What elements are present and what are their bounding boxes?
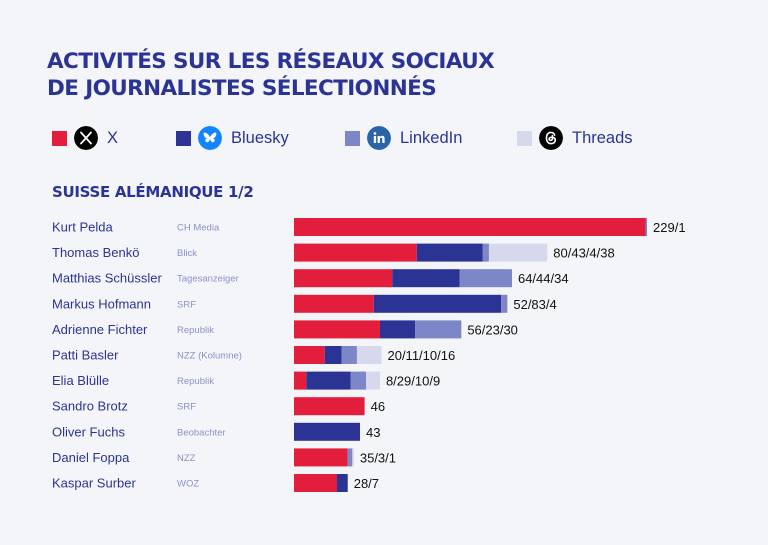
legend-swatch-threads xyxy=(517,130,532,146)
outlet-label: Republik xyxy=(177,376,214,387)
chart-title-line-2: DE JOURNALISTES SÉLECTIONNÉS xyxy=(47,76,437,101)
linkedin-icon xyxy=(367,126,391,150)
journalist-name: Oliver Fuchs xyxy=(52,424,125,439)
legend-item-threads: Threads xyxy=(517,126,633,150)
bar-segment-bluesky xyxy=(306,371,351,390)
outlet-label: SRF xyxy=(177,402,196,413)
outlet-label: Tagesanzeiger xyxy=(177,274,239,285)
legend-item-x: X xyxy=(52,126,119,150)
bar-segment-x xyxy=(294,448,348,467)
bar-segment-linkedin xyxy=(350,371,367,390)
bar-segment-bluesky xyxy=(324,346,342,364)
bar-value-label: 8/29/10/9 xyxy=(386,374,440,389)
bar-segment-bluesky xyxy=(416,243,483,262)
legend-label-bluesky: Bluesky xyxy=(231,128,289,147)
bar-segment-bluesky xyxy=(336,474,348,492)
outlet-label: CH Media xyxy=(177,223,220,234)
bar-value-label: 80/43/4/38 xyxy=(553,246,614,261)
section-title: SUISSE ALÉMANIQUE 1/2 xyxy=(52,183,254,201)
bluesky-butterfly-icon xyxy=(198,126,222,150)
bar-segment-bluesky xyxy=(373,294,502,313)
bar-value-label: 20/11/10/16 xyxy=(387,348,455,363)
legend-label-x: X xyxy=(107,128,119,147)
bar-value-label: 52/83/4 xyxy=(513,297,556,312)
journalist-name: Elia Blülle xyxy=(52,373,109,388)
journalist-name: Matthias Schüssler xyxy=(52,271,162,286)
journalist-name: Kaspar Surber xyxy=(52,476,136,491)
bar-segment-threads xyxy=(356,346,382,364)
x-logo-icon xyxy=(74,126,98,150)
bar-segment-linkedin xyxy=(341,346,357,364)
outlet-label: Blick xyxy=(177,248,197,259)
bar-value-label: 46 xyxy=(371,399,385,414)
bar-segment-threads xyxy=(488,243,548,262)
bar-segment-linkedin xyxy=(415,320,462,339)
bar-segment-x xyxy=(294,218,646,236)
bar-segment-x xyxy=(294,243,417,262)
legend-item-linkedin: LinkedIn xyxy=(345,126,463,150)
journalist-name: Thomas Benkö xyxy=(52,245,139,260)
chart-title-line-1: ACTIVITÉS SUR LES RÉSEAUX SOCIAUX xyxy=(47,49,495,74)
bar-segment-linkedin xyxy=(482,243,489,262)
outlet-label: NZZ xyxy=(177,453,196,464)
legend-label-threads: Threads xyxy=(572,128,633,147)
outlet-label: Beobachter xyxy=(177,427,226,438)
bar-value-label: 229/1 xyxy=(653,220,686,235)
legend-item-bluesky: Bluesky xyxy=(176,126,289,150)
outlet-label: WOZ xyxy=(177,479,199,490)
journalist-name: Patti Basler xyxy=(52,348,119,363)
bar-segment-x xyxy=(294,371,307,390)
bar-value-label: 56/23/30 xyxy=(467,322,518,337)
bar-value-label: 43 xyxy=(366,425,380,440)
bar-segment-bluesky xyxy=(392,269,460,288)
bar-segment-x xyxy=(294,346,325,364)
bar-value-label: 64/44/34 xyxy=(518,271,569,286)
legend-label-linkedin: LinkedIn xyxy=(400,128,463,147)
bar-value-label: 35/3/1 xyxy=(360,450,396,465)
legend-swatch-linkedin xyxy=(345,130,360,146)
bar-segment-linkedin xyxy=(347,448,353,467)
journalist-name: Adrienne Fichter xyxy=(52,322,148,337)
bar-segment-linkedin xyxy=(501,294,508,313)
bar-segment-x xyxy=(294,294,374,313)
bar-segment-threads xyxy=(366,371,380,390)
bar-segment-bluesky xyxy=(379,320,416,339)
bar-segment-linkedin xyxy=(459,269,512,288)
bar-segment-x xyxy=(294,397,365,416)
threads-icon xyxy=(539,126,563,150)
bar-segment-x xyxy=(294,269,393,288)
bar-segment-linkedin xyxy=(645,218,648,236)
chart-title: ACTIVITÉS SUR LES RÉSEAUX SOCIAUX DE JOU… xyxy=(47,48,495,102)
legend-swatch-bluesky xyxy=(176,130,191,146)
bar-segment-bluesky xyxy=(294,422,361,441)
legend-swatch-x xyxy=(52,130,67,146)
bar-value-label: 28/7 xyxy=(354,476,379,491)
bar-segment-x xyxy=(294,474,337,492)
journalist-name: Markus Hofmann xyxy=(52,296,151,311)
journalist-name: Daniel Foppa xyxy=(52,450,130,465)
bar-segment-x xyxy=(294,320,380,339)
bar-segment-threads xyxy=(352,448,354,467)
outlet-label: NZZ (Kolumne) xyxy=(177,351,242,362)
outlet-label: Republik xyxy=(177,325,214,336)
journalist-name: Sandro Brotz xyxy=(52,399,128,414)
outlet-label: SRF xyxy=(177,299,196,310)
journalist-name: Kurt Pelda xyxy=(52,220,113,235)
